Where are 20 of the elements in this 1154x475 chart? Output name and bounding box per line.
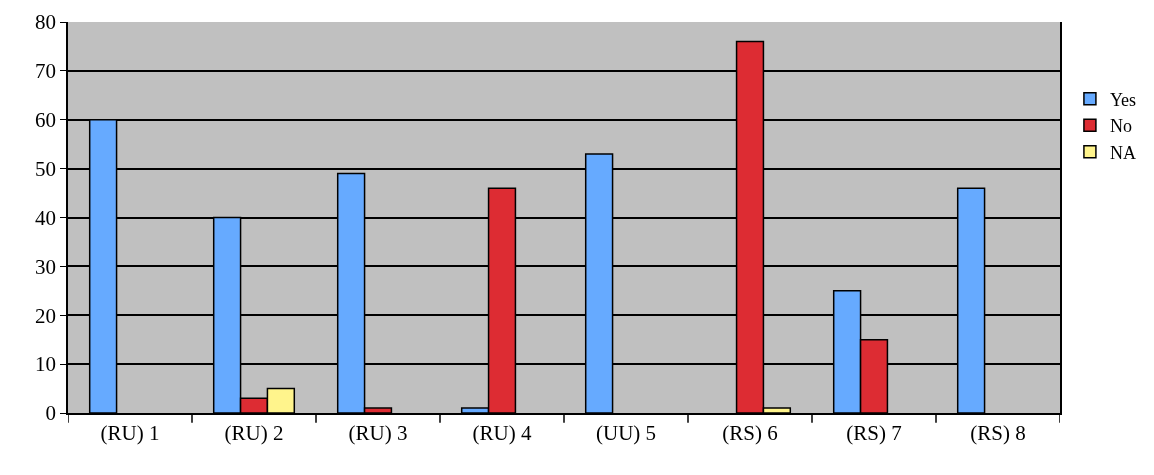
legend-label: Yes <box>1109 89 1137 110</box>
x-tick-label: (RU) 4 <box>472 420 532 445</box>
y-tick-label: 40 <box>35 205 57 230</box>
legend-label: No <box>1109 116 1132 137</box>
y-tick-label: 30 <box>35 254 57 279</box>
y-tick-label: 80 <box>35 10 57 35</box>
x-tick-label: (RU) 2 <box>224 420 284 445</box>
y-tick-label: 50 <box>35 156 57 181</box>
x-tick-label: (RU) 1 <box>100 420 160 445</box>
x-tick-label: (RU) 3 <box>348 420 408 445</box>
y-tick-label: 0 <box>45 401 57 426</box>
x-tick-label: (RS) 6 <box>722 420 778 445</box>
legend-label: NA <box>1109 142 1136 163</box>
x-tick-label: (RS) 8 <box>970 420 1026 445</box>
y-tick-label: 20 <box>35 303 57 328</box>
x-tick-label: (UU) 5 <box>595 420 657 445</box>
y-tick-label: 70 <box>35 59 57 84</box>
y-tick-label: 10 <box>35 352 57 377</box>
x-tick-label: (RS) 7 <box>846 420 902 445</box>
y-tick-label: 60 <box>35 108 57 133</box>
